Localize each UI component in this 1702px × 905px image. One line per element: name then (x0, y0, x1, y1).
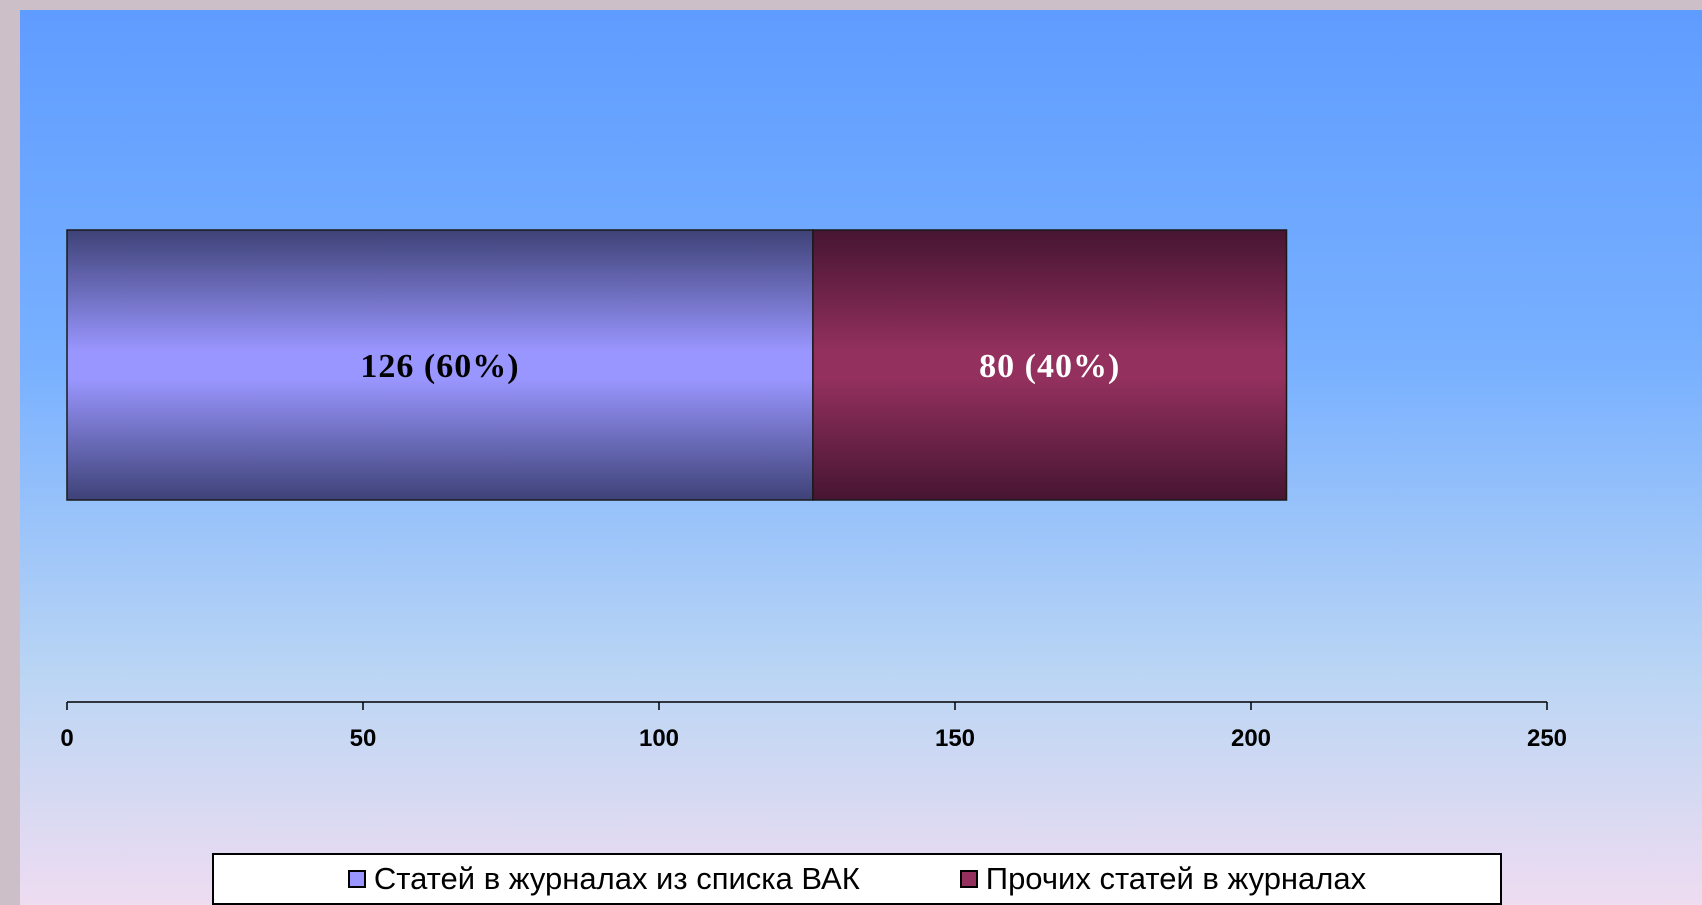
legend-swatch-vak (347, 870, 366, 888)
legend-label-vak: Статей в журналах из списка ВАК (373, 861, 860, 896)
x-tick-label-150: 150 (935, 725, 975, 752)
x-tick-label-250: 250 (1527, 725, 1567, 752)
x-tick-label-200: 200 (1231, 725, 1271, 752)
x-tick-label-100: 100 (639, 725, 679, 752)
legend-label-other: Прочих статей в журналах (985, 861, 1367, 896)
data-label-vak: 126 (60%) (360, 348, 519, 385)
legend-item-vak: Статей в журналах из списка ВАК (347, 861, 860, 897)
x-tick-label-0: 0 (60, 725, 73, 752)
bar-segment-vak (66, 229, 814, 501)
x-tick-label-50: 50 (350, 725, 377, 752)
x-axis: 0 50 100 150 200 250 (60, 701, 1567, 752)
legend-swatch-other (959, 870, 978, 888)
legend: Статей в журналах из списка ВАК Прочих с… (212, 853, 1502, 905)
chart-area: 126 (60%) 80 (40%) 0 50 100 150 200 250 Статей… (20, 10, 1702, 905)
legend-item-other: Прочих статей в журналах (959, 861, 1367, 897)
bar-segment-other (812, 229, 1288, 501)
bar-chart: 126 (60%) 80 (40%) 0 50 100 150 200 250 (60, 229, 1567, 752)
data-label-other: 80 (40%) (979, 348, 1120, 385)
